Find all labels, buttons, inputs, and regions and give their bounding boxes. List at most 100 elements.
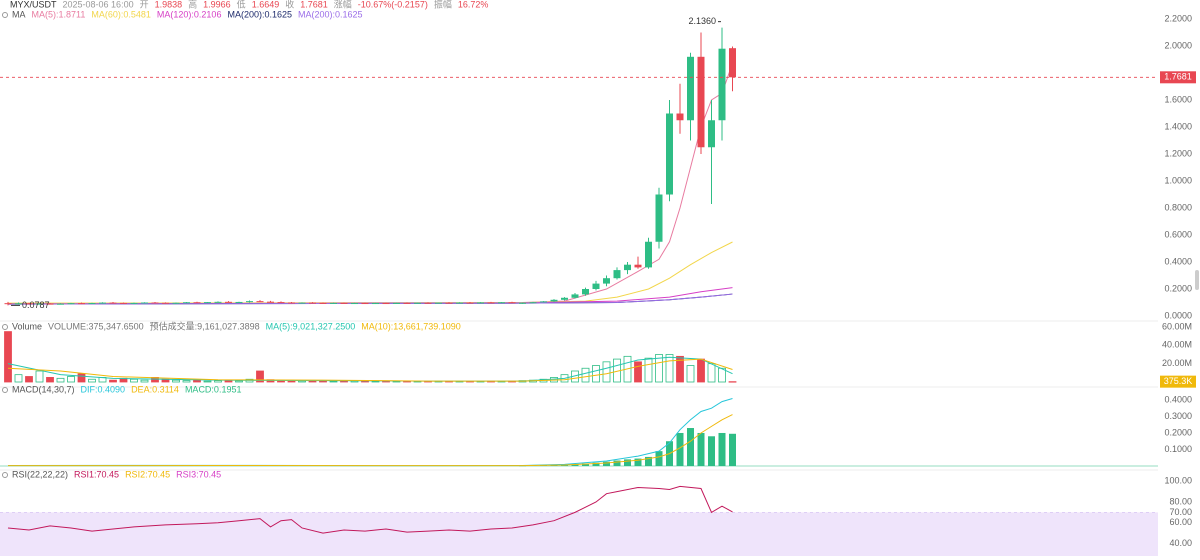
candle-body [298,302,306,304]
y-tick-label: 0.3000 [1164,411,1192,421]
header-text: 开 [140,0,149,9]
candle-body [309,302,316,304]
macd-bar [634,458,642,466]
volume-bar [14,374,23,383]
volume-bar [193,379,201,383]
candle-body [162,302,169,304]
candle-body [403,302,411,304]
volume-bar [25,376,33,383]
candle-body [508,302,516,304]
candle-body [477,302,484,304]
candle-body [445,302,453,304]
y-tick-label: 0.4000 [1164,256,1192,266]
candle-body [246,301,253,303]
candle-body [687,56,694,121]
macd-bar [708,436,715,466]
volume-bar [308,380,317,383]
header-text: -10.67%(-0.2157) [358,0,428,9]
y-tick-label: 0.4000 [1164,394,1192,404]
macd-bar [592,462,600,466]
y-tick-label: 60.00 [1169,517,1192,527]
candle-body [4,303,12,305]
volume-bar [602,361,611,383]
candle-body [435,302,442,304]
header-text: 1.6649 [252,0,280,9]
candle-body [519,302,526,304]
y-tick-label: 40.00M [1162,340,1192,350]
candle-body [655,194,663,242]
legend-icon [2,387,8,393]
volume-bar [277,380,285,383]
volume-bar [140,379,149,383]
candle-body [193,302,201,304]
macd-bar [729,433,736,466]
y-tick-label: 0.6000 [1164,229,1192,239]
volume-bar [256,370,264,383]
volume-bar [697,358,705,383]
y-tick-label: 2.2000 [1164,13,1192,23]
volume-bar [4,331,12,383]
volume-bar [235,380,243,383]
y-tick-label: 70.00 [1169,507,1192,517]
candle-body [414,302,421,304]
macd-bar [655,451,663,466]
candle-body [424,302,432,304]
candle-body [67,303,75,305]
candle-body [99,302,106,304]
legend-entry: MA(120):0.2106 [157,9,222,19]
candle-body [256,301,264,303]
candle-body [204,302,211,304]
candle-body [277,302,285,304]
scroll-handle[interactable] [1195,270,1199,290]
candle-body [718,48,726,121]
candle-body [25,303,33,305]
candle-body [382,303,390,305]
legend-icon [2,324,8,330]
candle-body [141,302,148,304]
candle-body [319,302,327,304]
current-volume-tag [1160,375,1196,388]
legend-entry: MA(200):0.1625 [227,9,292,19]
y-tick-label: 1.4000 [1164,121,1192,131]
candle-body [697,56,705,148]
candle-body [372,303,379,305]
volume-bar [581,367,590,383]
panel-title: MACD(14,30,7) [12,384,75,394]
legend-entry: MA(10):13,661,739.1090 [361,321,461,331]
candle-body [330,302,337,304]
current-volume-label: 375.3K [1164,376,1193,386]
volume-bar [67,376,75,383]
candle-body [78,303,85,305]
candle-body [624,264,631,271]
legend-entry: RSI1:70.45 [74,469,119,479]
volume-bar [214,380,222,383]
y-tick-label: 2.0000 [1164,40,1192,50]
candle-body [225,301,232,303]
volume-bar [686,365,695,383]
candle-body [351,303,358,305]
volume-bar [592,365,600,383]
header-text: MYX/USDT [10,0,57,9]
legend-icon [2,472,8,478]
candle-body [550,299,558,302]
macd-bar [645,456,652,466]
candle-body [498,302,505,304]
legend-text: VOLUME:375,347.6500 [48,321,144,331]
header-text: 2025-08-06 16:00 [63,0,134,9]
header-text: 涨幅 [334,0,352,9]
macd-bar [613,460,621,466]
macd-bar [718,432,726,466]
header-text: 收 [285,0,294,9]
legend-text: 预估成交量:9,161,027.3898 [150,320,260,331]
header-text: 1.7681 [300,0,328,9]
candle-body [88,303,96,305]
candle-body [214,301,222,303]
y-tick-label: 40.00 [1169,538,1192,548]
indicator-line [7,414,733,467]
y-tick-label: 20.00M [1162,358,1192,368]
y-tick-label: 80.00 [1169,496,1192,506]
legend-entry: DEA:0.3114 [131,384,179,394]
volume-bar [35,370,44,383]
legend-icon [2,12,8,18]
